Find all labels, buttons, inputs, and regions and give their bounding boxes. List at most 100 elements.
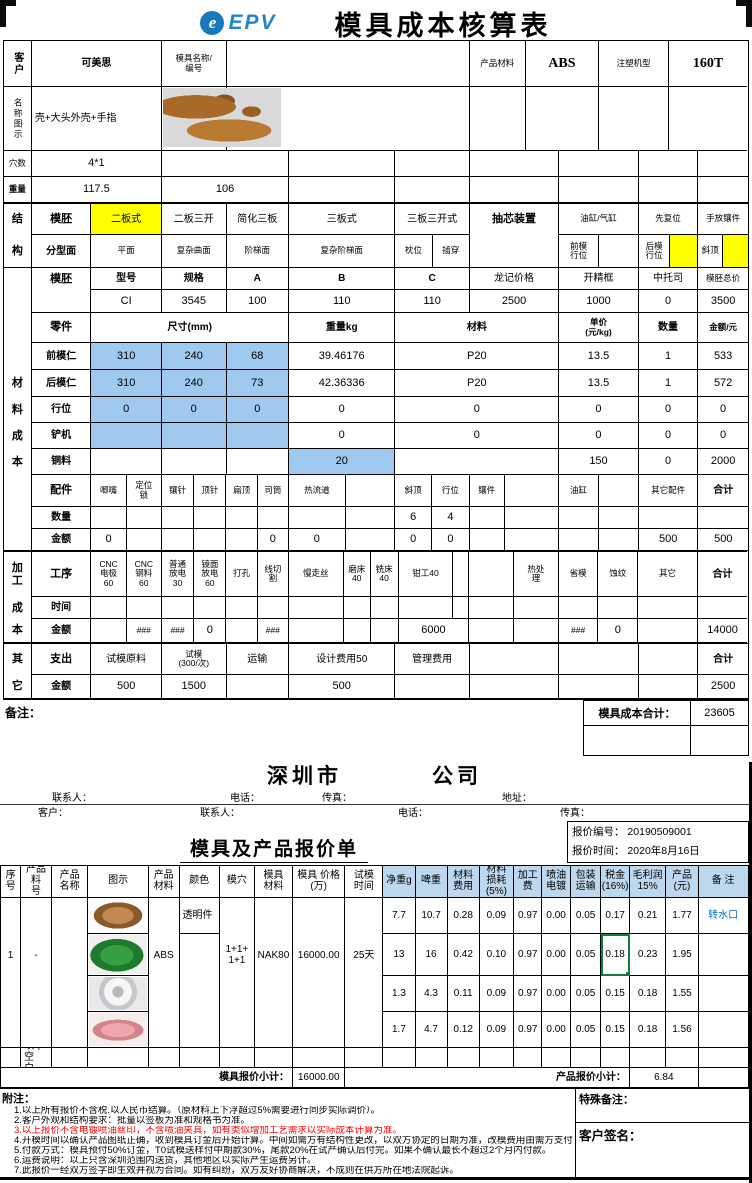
cell[interactable]: 0.09 [479, 976, 515, 1012]
cell[interactable]: 0 [289, 423, 396, 449]
cell[interactable]: 6 [395, 507, 433, 529]
cell[interactable]: 0.15 [601, 1012, 630, 1048]
product-subtotal-value[interactable]: 6.84 [629, 1068, 699, 1088]
cell[interactable]: P20 [395, 370, 560, 397]
quote-date-value[interactable]: 2020年8月16日 [627, 845, 700, 858]
cell[interactable]: 572 [698, 370, 748, 397]
cell[interactable]: 0 [91, 397, 162, 423]
cell[interactable]: ### [558, 619, 599, 643]
cell[interactable]: 0 [395, 529, 433, 551]
cell[interactable]: 0.09 [479, 898, 515, 934]
cell[interactable]: 1500 [161, 675, 227, 699]
cell[interactable]: 240 [161, 343, 227, 370]
cell[interactable]: 0.18 [629, 976, 667, 1012]
cell[interactable]: 0.97 [514, 1012, 543, 1048]
cell[interactable]: 533 [698, 343, 748, 370]
cell[interactable]: 0.15 [601, 976, 630, 1012]
cell[interactable]: 150 [559, 449, 639, 475]
weight-value-1[interactable]: 117.5 [31, 177, 162, 203]
cell[interactable]: 0.28 [447, 898, 480, 934]
mold-name-value[interactable] [226, 41, 470, 87]
rear-slide-flag[interactable] [670, 235, 699, 268]
cell[interactable]: 20 [289, 449, 396, 475]
cell[interactable]: ### [161, 619, 195, 643]
cell[interactable]: 0 [698, 423, 748, 449]
cell[interactable]: ### [126, 619, 162, 643]
cell[interactable]: 0.12 [447, 1012, 480, 1048]
cell[interactable]: 0 [161, 397, 227, 423]
cell[interactable]: 1.77 [666, 898, 699, 934]
cell[interactable] [226, 423, 290, 449]
cell[interactable]: 1.3 [383, 976, 416, 1012]
cell[interactable]: 1.95 [666, 934, 699, 976]
quote-number-value[interactable]: 20190509001 [627, 826, 692, 839]
cell[interactable]: 0.97 [514, 898, 543, 934]
cell[interactable]: 110 [289, 290, 396, 313]
cell[interactable]: 1.7 [383, 1012, 416, 1048]
cell[interactable]: 14000 [697, 619, 748, 643]
cell[interactable]: CI [91, 290, 162, 313]
cell[interactable]: 0.21 [629, 898, 667, 934]
cell[interactable]: 0.05 [570, 934, 602, 976]
cell[interactable]: 39.46176 [289, 343, 396, 370]
cell[interactable]: 240 [161, 370, 227, 397]
cell[interactable]: 6000 [398, 619, 470, 643]
cell[interactable]: 4.7 [415, 1012, 448, 1048]
mold-total-value[interactable]: 23605 [691, 700, 749, 726]
selected-cell[interactable]: 0.18 [601, 934, 630, 976]
cell[interactable]: 13 [383, 934, 416, 976]
cell[interactable]: 0 [226, 397, 290, 423]
cell[interactable]: 10.7 [415, 898, 448, 934]
two-plate-option[interactable]: 二板式 [91, 203, 162, 235]
cell[interactable]: 13.5 [559, 343, 639, 370]
cell[interactable] [91, 423, 162, 449]
cell[interactable]: 42.36336 [289, 370, 396, 397]
cell[interactable]: 73 [226, 370, 290, 397]
cell[interactable] [161, 423, 227, 449]
cell[interactable]: 0.05 [570, 898, 602, 934]
cell[interactable]: ### [257, 619, 289, 643]
cell[interactable]: 16000.00 [293, 934, 346, 976]
cell[interactable]: 110 [395, 290, 470, 313]
cell[interactable]: 0.10 [479, 934, 515, 976]
cell[interactable]: 0 [395, 397, 560, 423]
cell[interactable]: 4 [432, 507, 470, 529]
cell[interactable]: 0 [91, 529, 127, 551]
cell[interactable]: 500 [698, 529, 749, 551]
cell[interactable]: 0 [194, 619, 227, 643]
cell[interactable]: 0.00 [542, 934, 571, 976]
cell[interactable]: 0.17 [601, 898, 630, 934]
cell[interactable]: 0 [257, 529, 289, 551]
cell[interactable]: 1000 [559, 290, 639, 313]
cell[interactable]: 0.11 [447, 976, 480, 1012]
product-name-value[interactable]: 壳+大头外壳+手指 [31, 87, 162, 151]
cell[interactable]: 0 [559, 397, 639, 423]
cell[interactable]: 透明件 [179, 898, 220, 934]
cell[interactable]: 0.00 [542, 898, 571, 934]
cell[interactable]: 0 [638, 397, 699, 423]
customer-signature-box[interactable]: 客户签名： [578, 1129, 642, 1143]
row-number[interactable]: 1 [1, 934, 22, 976]
customer-value[interactable]: 可美思 [31, 41, 162, 87]
cell[interactable]: 0 [638, 423, 699, 449]
cell[interactable]: 4.3 [415, 976, 448, 1012]
cell[interactable]: 0 [289, 397, 396, 423]
cell[interactable]: 0.00 [542, 1012, 571, 1048]
cell[interactable]: 0 [288, 529, 346, 551]
mold-subtotal-value[interactable]: 16000.00 [293, 1068, 346, 1088]
cell[interactable]: 2500 [469, 290, 560, 313]
cell[interactable]: 68 [226, 343, 290, 370]
cell[interactable]: 0 [432, 529, 470, 551]
cell[interactable]: P20 [395, 343, 560, 370]
cell[interactable]: 0.23 [629, 934, 667, 976]
cell[interactable]: 1 [638, 343, 699, 370]
cell[interactable]: 2500 [698, 675, 748, 699]
cell[interactable]: 0 [598, 619, 639, 643]
cell[interactable]: 0.09 [479, 1012, 515, 1048]
cell[interactable]: 0 [698, 397, 748, 423]
cell[interactable]: 0 [395, 423, 560, 449]
remark-value[interactable]: 转水口 [698, 898, 748, 934]
cell[interactable]: 3500 [698, 290, 748, 313]
machine-type-value[interactable]: 160T [668, 41, 748, 87]
cell[interactable]: 1 [638, 370, 699, 397]
